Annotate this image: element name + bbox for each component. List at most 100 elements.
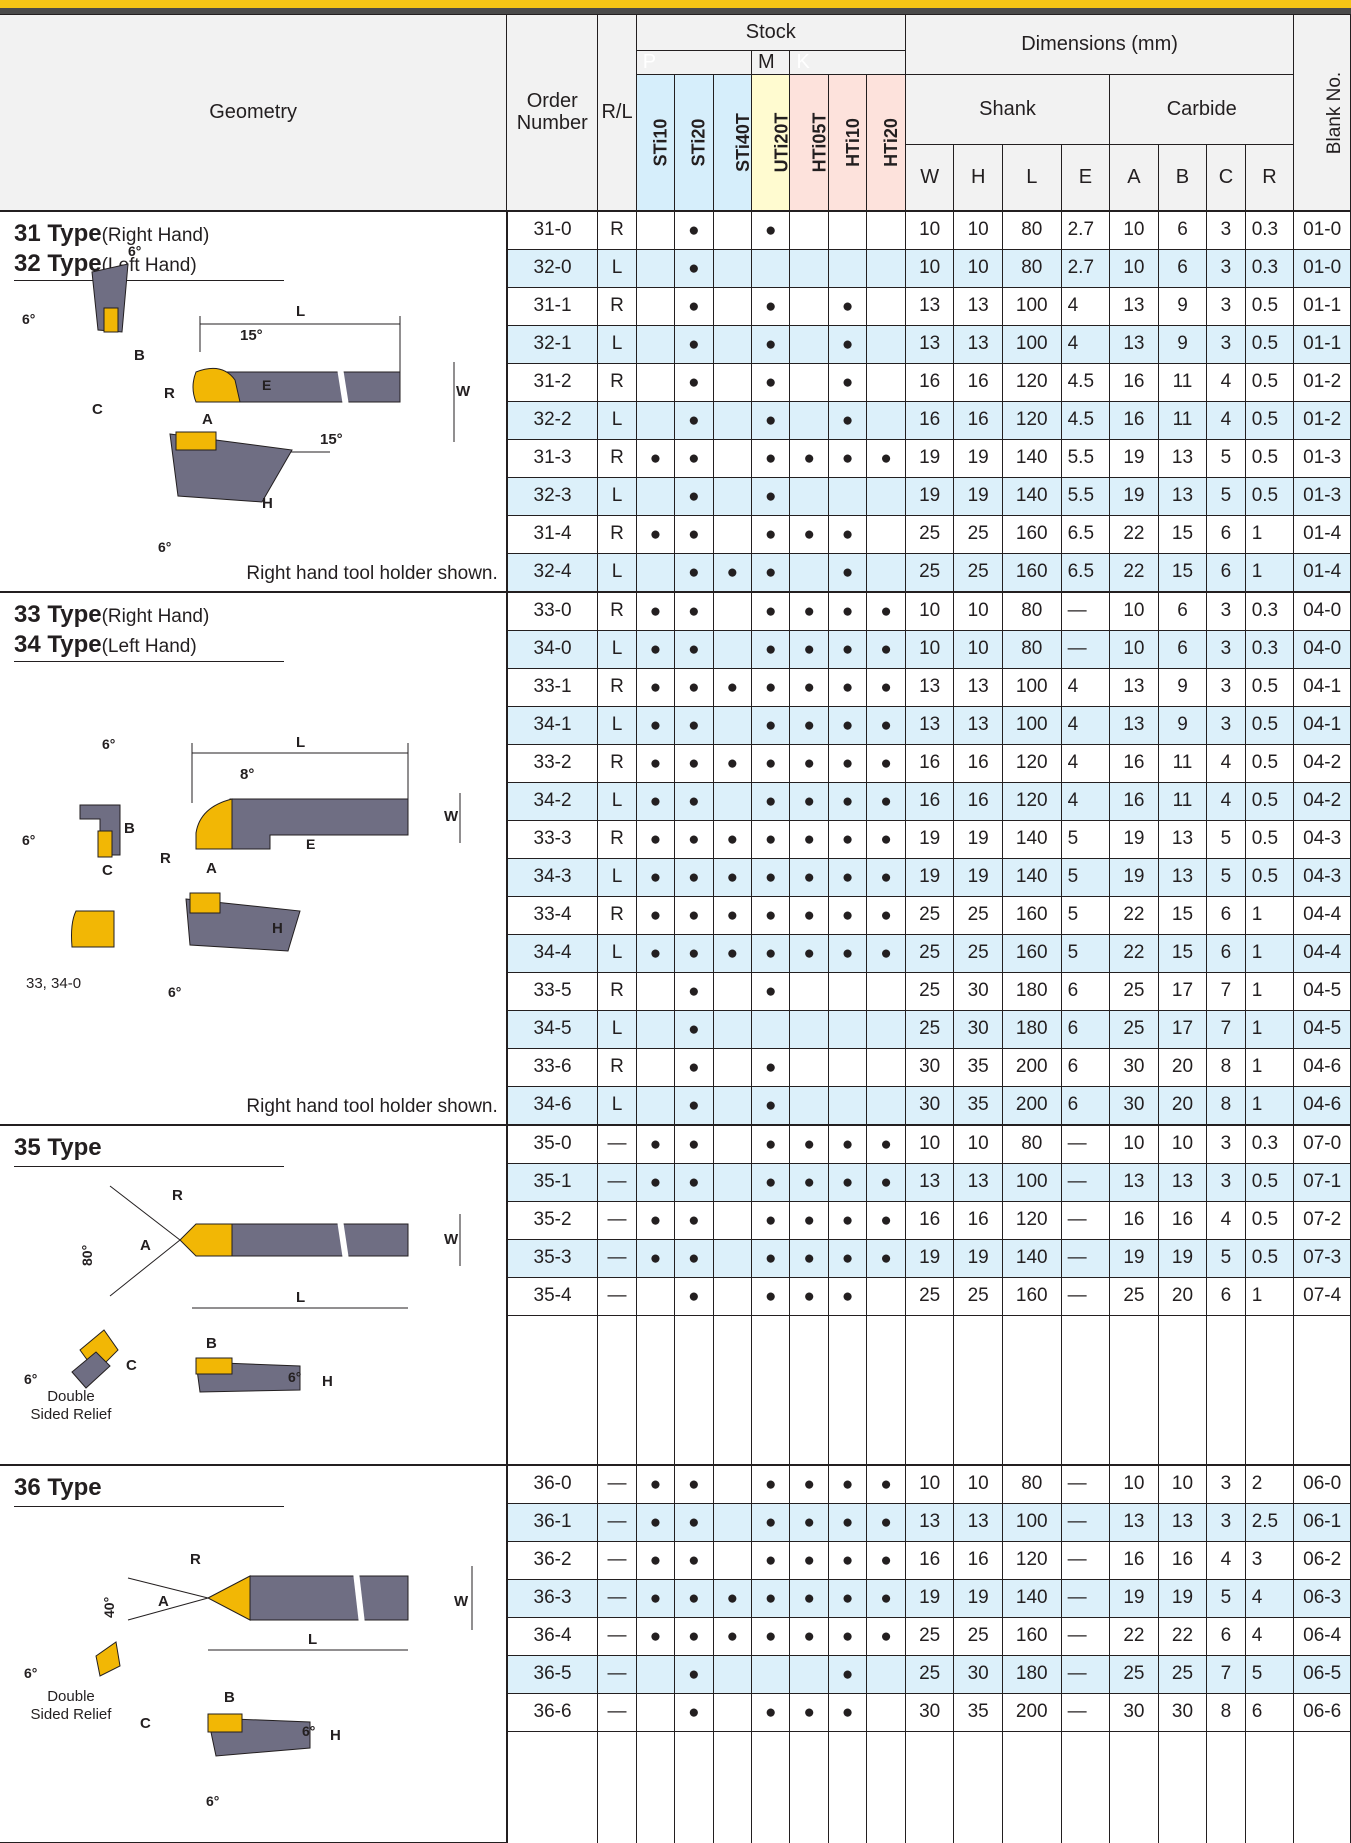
blank-no-cell: 07-0 [1293, 1123, 1351, 1164]
dim-b-cell: 20 [1157, 1276, 1208, 1316]
svg-text:L: L [296, 1289, 305, 1306]
dim-a-cell: 30 [1109, 1047, 1159, 1087]
dim-b-cell: 11 [1157, 362, 1208, 402]
dim-b-cell: 6 [1157, 209, 1208, 250]
empty-cell [866, 1768, 906, 1806]
stock-dot-cell: ● [635, 781, 676, 821]
stock-dot-cell: ● [827, 590, 868, 631]
stock-dot-cell: ● [827, 1276, 868, 1316]
dim-r-cell: 1 [1244, 933, 1295, 973]
empty-cell [751, 1805, 791, 1843]
svg-text:8°: 8° [240, 766, 254, 783]
dim-col-header: R [1244, 144, 1295, 211]
title-underline [14, 1505, 284, 1507]
stock-dot-cell: ● [635, 1578, 676, 1618]
stock-dot-cell: ● [789, 1578, 829, 1618]
dim-a-cell: 13 [1109, 1502, 1159, 1542]
stock-dot-cell: ● [712, 667, 753, 707]
svg-text:6°: 6° [302, 1723, 315, 1739]
rl-cell: R [597, 667, 637, 707]
stock-dot-cell: ● [751, 514, 791, 554]
stock-dot-cell [789, 209, 829, 250]
stock-dot-cell: ● [635, 1238, 676, 1278]
order-number-cell: 34-4 [505, 933, 599, 973]
empty-cell [827, 1731, 868, 1769]
stock-dot-cell: ● [789, 1200, 829, 1240]
stock-dot-cell: ● [866, 1162, 906, 1202]
stock-dot-cell: ● [751, 971, 791, 1011]
dim-c-cell: 3 [1206, 1162, 1246, 1202]
stock-dot-cell: ● [866, 1578, 906, 1618]
dim-e-cell: 4 [1060, 705, 1111, 745]
order-number-cell: 36-5 [505, 1654, 599, 1694]
dim-r-cell: 1 [1244, 1085, 1295, 1125]
dim-a-cell: 25 [1109, 1009, 1159, 1049]
stock-dot-cell [866, 1009, 906, 1049]
dim-e-cell: 5 [1060, 819, 1111, 859]
empty-cell [827, 1768, 868, 1806]
stock-dot-cell: ● [866, 438, 906, 478]
empty-cell [1060, 1352, 1111, 1390]
dim-w-cell: 13 [904, 324, 955, 364]
stock-dot-cell: ● [751, 286, 791, 326]
stock-dot-cell [712, 1047, 753, 1087]
empty-cell [712, 1352, 753, 1390]
stock-dot-cell: ● [751, 1540, 791, 1580]
dim-l-cell: 120 [1001, 400, 1062, 440]
dim-c-cell: 6 [1206, 552, 1246, 592]
svg-text:H: H [272, 920, 283, 937]
dim-r-cell: 0.5 [1244, 781, 1295, 821]
empty-cell [904, 1805, 955, 1843]
stock-dot-cell: ● [712, 895, 753, 935]
dim-b-cell: 15 [1157, 895, 1208, 935]
empty-cell [1157, 1768, 1208, 1806]
dim-c-cell: 4 [1206, 1540, 1246, 1580]
svg-text:H: H [262, 495, 273, 512]
dim-w-cell: 19 [904, 476, 955, 516]
tool-31-32-diagram: 6° 6° 6° L 15° 15° B C R A E W H [22, 243, 471, 555]
dim-w-cell: 30 [904, 1085, 955, 1125]
order-number-cell: 31-2 [505, 362, 599, 402]
table-row: 34-1 L ● ● ● ● ● ● 13 13 100 4 13 9 3 0.5 04-1 [0, 705, 1351, 745]
dim-e-cell: — [1060, 1502, 1111, 1542]
dim-r-cell: 0.5 [1244, 667, 1295, 707]
dim-r-cell: 0.3 [1244, 629, 1295, 669]
dim-r-cell: 2.5 [1244, 1502, 1295, 1542]
stock-dot-cell [789, 1654, 829, 1694]
stock-dot-cell: ● [674, 1047, 714, 1087]
dim-l-cell: 140 [1001, 857, 1062, 897]
stock-dot-cell: ● [635, 705, 676, 745]
stock-dot-cell: ● [866, 819, 906, 859]
stock-dot-cell: ● [789, 933, 829, 973]
rl-cell: R [597, 819, 637, 859]
dim-c-cell: 8 [1206, 1085, 1246, 1125]
rl-cell: R [597, 590, 637, 631]
dim-a-cell: 19 [1109, 857, 1159, 897]
empty-cell [674, 1805, 714, 1843]
dim-h-cell: 19 [953, 819, 1003, 859]
empty-cell [1244, 1426, 1295, 1465]
dim-r-cell: 0.5 [1244, 362, 1295, 402]
stock-dot-cell: ● [674, 1616, 714, 1656]
stock-dot-cell [866, 476, 906, 516]
dim-l-cell: 80 [1001, 209, 1062, 250]
empty-cell [597, 1352, 637, 1390]
dim-h-cell: 19 [953, 1238, 1003, 1278]
empty-cell [789, 1731, 829, 1769]
dim-l-cell: 80 [1001, 1123, 1062, 1164]
svg-text:W: W [454, 1593, 469, 1610]
dim-w-cell: 13 [904, 1162, 955, 1202]
dim-h-cell: 25 [953, 552, 1003, 592]
dim-col-header: H [953, 144, 1003, 211]
type-title: 36 Type [14, 1473, 102, 1501]
dim-a-cell: 30 [1109, 1692, 1159, 1732]
dim-c-cell: 7 [1206, 1009, 1246, 1049]
dim-c-cell: 3 [1206, 324, 1246, 364]
stock-dot-cell: ● [827, 743, 868, 783]
blank-no-cell: 04-0 [1293, 590, 1351, 631]
dim-a-cell: 22 [1109, 514, 1159, 554]
dim-w-cell: 13 [904, 705, 955, 745]
table-row: 36-6— ● ● ● ● 30 35 200—30 30 8 6 06-6 [0, 1692, 1351, 1732]
order-number-cell: 33-5 [505, 971, 599, 1011]
svg-text:A: A [206, 860, 217, 877]
